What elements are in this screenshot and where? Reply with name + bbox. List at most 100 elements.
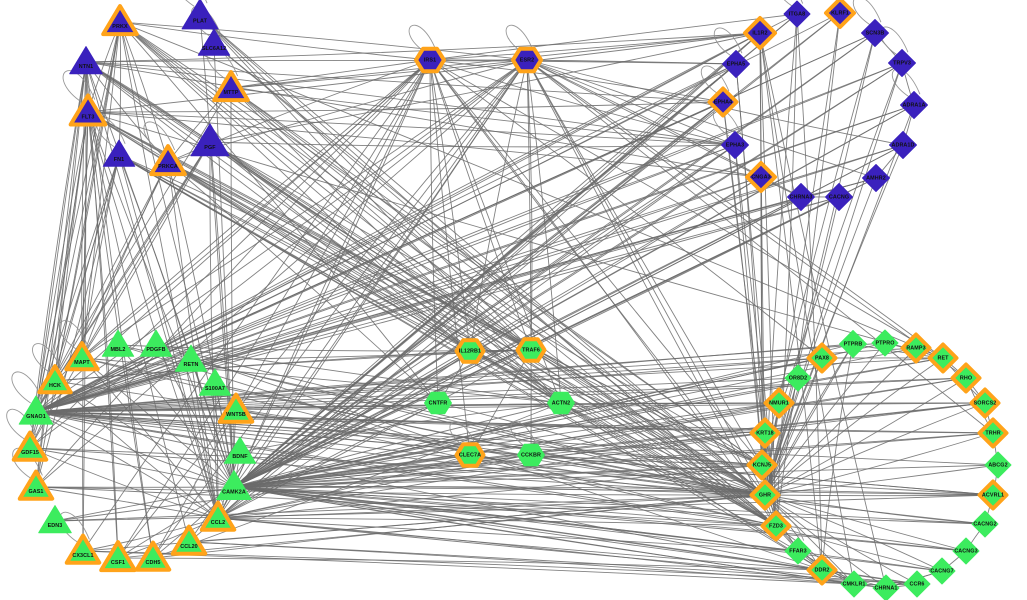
node-shape-diamond[interactable]	[743, 16, 777, 50]
node-shape-diamond[interactable]	[806, 554, 838, 586]
graph-node[interactable]: ITGA8	[783, 0, 811, 28]
node-shape-diamond[interactable]	[900, 91, 928, 119]
graph-node[interactable]: CCR6	[903, 570, 931, 598]
graph-node[interactable]: TRAF6	[515, 337, 547, 363]
node-shape-diamond[interactable]	[824, 0, 856, 29]
graph-node[interactable]: IL12RB1	[454, 338, 486, 364]
node-shape-diamond[interactable]	[746, 449, 778, 481]
node-shape-triangle[interactable]	[101, 4, 139, 37]
node-shape-diamond[interactable]	[749, 479, 781, 511]
graph-node[interactable]: PRKX	[101, 4, 139, 37]
node-shape-triangle[interactable]	[102, 139, 136, 167]
node-shape-diamond[interactable]	[971, 510, 999, 538]
node-shape-diamond[interactable]	[745, 161, 777, 193]
node-shape-triangle[interactable]	[199, 500, 237, 532]
node-shape-hexagon[interactable]	[517, 443, 545, 467]
graph-node[interactable]: EPHA5	[722, 50, 750, 78]
node-shape-hexagon[interactable]	[454, 442, 486, 468]
node-shape-diamond[interactable]	[760, 510, 792, 542]
graph-node[interactable]: RHO	[950, 362, 982, 394]
graph-node[interactable]: CACNG2	[971, 510, 999, 538]
graph-node[interactable]: IL1R2	[743, 16, 777, 50]
node-shape-triangle[interactable]	[64, 533, 102, 565]
graph-node[interactable]: CACNG3	[952, 537, 980, 565]
node-shape-diamond[interactable]	[984, 451, 1012, 479]
node-shape-triangle[interactable]	[134, 540, 172, 572]
node-shape-diamond[interactable]	[784, 537, 812, 565]
node-shape-triangle[interactable]	[212, 70, 250, 103]
graph-node[interactable]: NTN1	[69, 46, 103, 75]
node-shape-diamond[interactable]	[977, 417, 1009, 449]
node-shape-triangle[interactable]	[37, 364, 73, 395]
graph-node[interactable]: PDGFB	[139, 329, 173, 357]
node-shape-triangle[interactable]	[181, 0, 219, 30]
node-shape-diamond[interactable]	[787, 183, 815, 211]
node-shape-hexagon[interactable]	[454, 338, 486, 364]
node-shape-diamond[interactable]	[840, 570, 868, 598]
graph-node[interactable]: FFAR3	[784, 537, 812, 565]
graph-node[interactable]: CACNG7	[928, 557, 956, 585]
node-shape-triangle[interactable]	[170, 524, 208, 556]
node-shape-hexagon[interactable]	[424, 391, 452, 415]
node-shape-diamond[interactable]	[707, 86, 739, 118]
nodes-layer[interactable]: PRKXPLATSLC6A12NTN1MTTPFLT3FN1PRKCAPGFIR…	[11, 0, 1012, 600]
node-shape-triangle[interactable]	[223, 436, 257, 464]
node-shape-diamond[interactable]	[872, 574, 900, 600]
node-shape-diamond[interactable]	[928, 557, 956, 585]
node-shape-triangle[interactable]	[216, 470, 252, 500]
node-shape-diamond[interactable]	[722, 50, 750, 78]
node-shape-diamond[interactable]	[825, 183, 853, 211]
node-shape-triangle[interactable]	[64, 341, 100, 372]
graph-node[interactable]: ADRA1A	[900, 91, 928, 119]
graph-node[interactable]: FN1	[102, 139, 136, 167]
graph-node[interactable]: KLRF1	[824, 0, 856, 29]
graph-node[interactable]: ACVRL1	[977, 479, 1009, 511]
graph-node[interactable]: CHRNA1	[872, 574, 900, 600]
node-shape-triangle[interactable]	[101, 329, 135, 357]
node-shape-diamond[interactable]	[950, 362, 982, 394]
graph-node[interactable]: RET	[927, 342, 959, 374]
node-shape-triangle[interactable]	[17, 469, 55, 501]
node-shape-diamond[interactable]	[749, 417, 781, 449]
node-shape-triangle[interactable]	[11, 430, 49, 462]
node-shape-triangle[interactable]	[149, 144, 187, 177]
graph-node[interactable]: OR8D2	[784, 364, 812, 392]
node-shape-diamond[interactable]	[888, 49, 916, 77]
node-shape-diamond[interactable]	[783, 0, 811, 28]
node-shape-diamond[interactable]	[927, 342, 959, 374]
graph-node[interactable]: PLAT	[181, 0, 219, 30]
node-shape-hexagon[interactable]	[510, 46, 544, 74]
graph-node[interactable]: ABCG2	[984, 451, 1012, 479]
graph-node[interactable]: ESR2	[510, 46, 544, 74]
node-shape-hexagon[interactable]	[515, 337, 547, 363]
node-shape-diamond[interactable]	[900, 332, 932, 364]
node-shape-diamond[interactable]	[784, 364, 812, 392]
node-shape-diamond[interactable]	[977, 479, 1009, 511]
graph-node[interactable]: GAS1	[17, 469, 55, 501]
node-shape-triangle[interactable]	[190, 123, 230, 157]
node-shape-hexagon[interactable]	[547, 391, 575, 415]
node-shape-triangle[interactable]	[69, 46, 103, 75]
node-shape-diamond[interactable]	[839, 330, 867, 358]
node-shape-hexagon[interactable]	[413, 46, 447, 74]
node-shape-triangle[interactable]	[139, 329, 173, 357]
node-shape-triangle[interactable]	[38, 505, 72, 534]
node-shape-diamond[interactable]	[871, 329, 899, 357]
graph-node[interactable]: IRS1	[413, 46, 447, 74]
node-shape-diamond[interactable]	[721, 131, 749, 159]
node-shape-diamond[interactable]	[861, 19, 889, 47]
graph-node[interactable]: TRHR	[977, 417, 1009, 449]
node-shape-triangle[interactable]	[99, 540, 137, 573]
node-shape-diamond[interactable]	[903, 570, 931, 598]
node-shape-diamond[interactable]	[969, 387, 1001, 419]
node-shape-triangle[interactable]	[18, 395, 54, 425]
node-shape-diamond[interactable]	[763, 387, 795, 419]
graph-node[interactable]: PTPRB	[839, 330, 867, 358]
graph-node[interactable]: CACNG	[825, 183, 853, 211]
node-shape-diamond[interactable]	[952, 537, 980, 565]
node-shape-diamond[interactable]	[862, 164, 890, 192]
node-shape-diamond[interactable]	[806, 342, 838, 374]
node-shape-triangle[interactable]	[198, 368, 232, 396]
node-shape-diamond[interactable]	[889, 131, 917, 159]
